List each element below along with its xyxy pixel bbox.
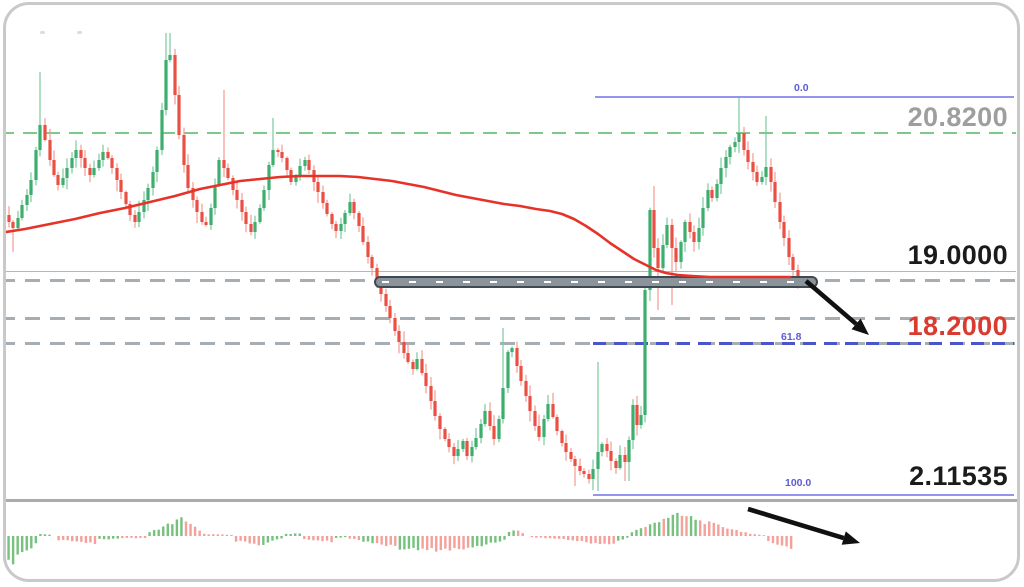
fib-label-61-8: 61.8 [781,331,802,343]
price-level-label-18-2000: 18.2000 [907,311,1008,341]
price-level-label-19-0000: 19.0000 [907,240,1008,270]
price-level-label-2-11535: 2.11535 [909,461,1008,491]
fib-label-0-0: 0.0 [794,82,809,94]
fib-label-100-0: 100.0 [785,477,812,489]
chart-card: 20.8200 19.0000 18.2000 2.11535 0.0 61.8… [3,2,1020,582]
price-level-label-20-8200: 20.8200 [907,102,1008,132]
moving-average-canvas [3,2,1020,582]
